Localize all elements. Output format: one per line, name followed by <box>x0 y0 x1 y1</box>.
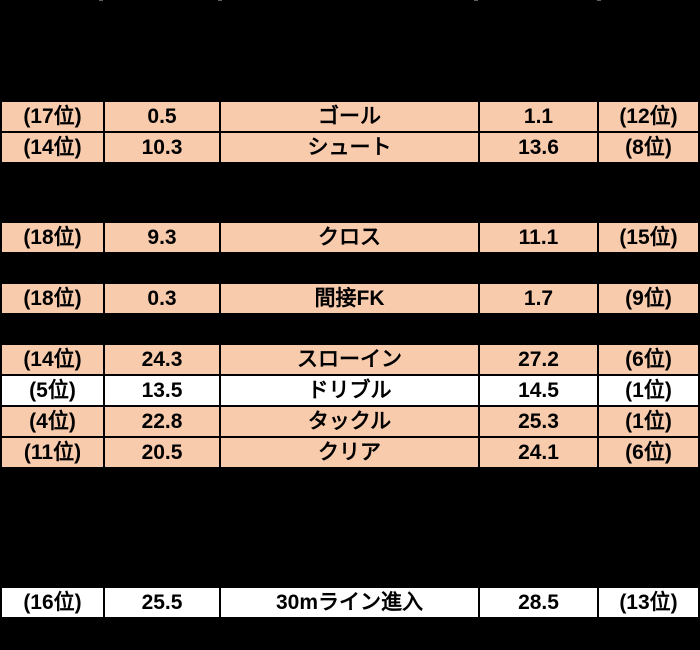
right-rank-cell: (1位) <box>599 376 698 405</box>
right-value-cell: 11.1 <box>480 223 597 252</box>
left-value-cell: 24.3 <box>105 345 219 374</box>
left-value-cell: 9.3 <box>105 223 219 252</box>
right-value-cell: 27.2 <box>480 345 597 374</box>
stat-label-cell: ドリブル <box>221 376 478 405</box>
left-rank-cell: (4位) <box>2 407 103 436</box>
right-rank-cell: (9位) <box>599 284 698 313</box>
left-rank-cell: (16位) <box>2 588 103 617</box>
stat-label-cell: 間接FK <box>221 284 478 313</box>
right-value-cell: 1.7 <box>480 284 597 313</box>
right-rank-cell: (8位) <box>599 133 698 162</box>
right-value-cell: 24.1 <box>480 438 597 467</box>
left-rank-cell: (14位) <box>2 133 103 162</box>
stat-label-cell: スローイン <box>221 345 478 374</box>
right-value-cell: 1.1 <box>480 102 597 131</box>
stat-label-cell: クリア <box>221 438 478 467</box>
table-row-shot: (14位) 10.3 シュート 13.6 (8位) <box>2 133 698 162</box>
table-row-clear: (11位) 20.5 クリア 24.1 (6位) <box>2 438 698 467</box>
right-value-cell: 28.5 <box>480 588 597 617</box>
left-value-cell: 20.5 <box>105 438 219 467</box>
stats-block-cross: (18位) 9.3 クロス 11.1 (15位) <box>0 221 700 254</box>
table-row-30m-entry: (16位) 25.5 30mライン進入 28.5 (13位) <box>2 588 698 617</box>
table-row-tackle: (4位) 22.8 タックル 25.3 (1位) <box>2 407 698 436</box>
stat-label-cell: タックル <box>221 407 478 436</box>
stat-label-cell: シュート <box>221 133 478 162</box>
stat-label-cell: ゴール <box>221 102 478 131</box>
left-rank-cell: (5位) <box>2 376 103 405</box>
left-rank-cell: (17位) <box>2 102 103 131</box>
right-rank-cell: (6位) <box>599 438 698 467</box>
stat-label-cell: クロス <box>221 223 478 252</box>
right-value-cell: 25.3 <box>480 407 597 436</box>
left-value-cell: 10.3 <box>105 133 219 162</box>
left-rank-cell: (18位) <box>2 284 103 313</box>
right-rank-cell: (12位) <box>599 102 698 131</box>
left-rank-cell: (18位) <box>2 223 103 252</box>
stats-block-entries: (16位) 25.5 30mライン進入 28.5 (13位) <box>0 586 700 619</box>
table-row-throwin: (14位) 24.3 スローイン 27.2 (6位) <box>2 345 698 374</box>
right-rank-cell: (15位) <box>599 223 698 252</box>
stats-block-duels: (14位) 24.3 スローイン 27.2 (6位) (5位) 13.5 ドリブ… <box>0 343 700 469</box>
stats-block-freekick: (18位) 0.3 間接FK 1.7 (9位) <box>0 282 700 315</box>
left-rank-cell: (11位) <box>2 438 103 467</box>
right-rank-cell: (1位) <box>599 407 698 436</box>
left-value-cell: 0.3 <box>105 284 219 313</box>
right-rank-cell: (6位) <box>599 345 698 374</box>
right-value-cell: 14.5 <box>480 376 597 405</box>
right-value-cell: 13.6 <box>480 133 597 162</box>
right-rank-cell: (13位) <box>599 588 698 617</box>
top-border-tick <box>99 0 103 1</box>
left-value-cell: 13.5 <box>105 376 219 405</box>
top-border-tick <box>218 0 222 1</box>
top-border-tick <box>474 0 478 1</box>
left-value-cell: 0.5 <box>105 102 219 131</box>
top-border-tick <box>597 0 601 1</box>
table-row-dribble: (5位) 13.5 ドリブル 14.5 (1位) <box>2 376 698 405</box>
table-row-goal: (17位) 0.5 ゴール 1.1 (12位) <box>2 102 698 131</box>
left-rank-cell: (14位) <box>2 345 103 374</box>
stats-block-shooting: (17位) 0.5 ゴール 1.1 (12位) (14位) 10.3 シュート … <box>0 100 700 164</box>
table-row-indirect-fk: (18位) 0.3 間接FK 1.7 (9位) <box>2 284 698 313</box>
table-row-cross: (18位) 9.3 クロス 11.1 (15位) <box>2 223 698 252</box>
left-value-cell: 25.5 <box>105 588 219 617</box>
stat-label-cell: 30mライン進入 <box>221 588 478 617</box>
left-value-cell: 22.8 <box>105 407 219 436</box>
